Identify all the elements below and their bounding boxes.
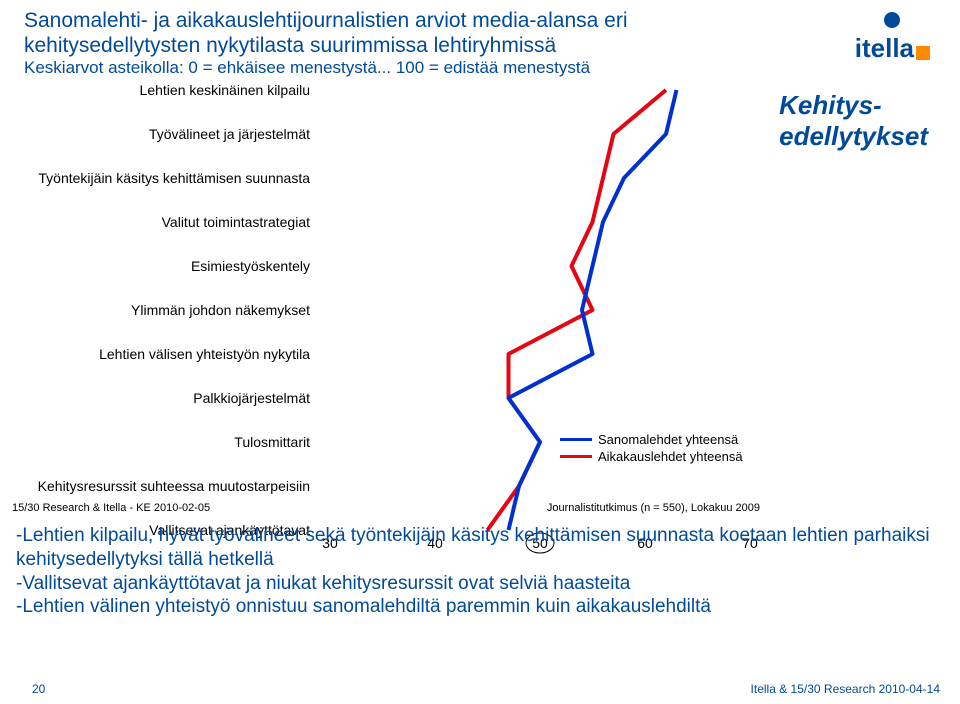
title-line1: Sanomalehti- ja aikakauslehtijournalisti… — [24, 8, 760, 33]
category-label: Ylimmän johdon näkemykset — [0, 302, 310, 318]
legend-swatch — [560, 438, 592, 441]
legend-label: Aikakauslehdet yhteensä — [598, 449, 743, 464]
side-label-line1: Kehitys- — [779, 90, 928, 121]
side-label: Kehitys- edellytykset — [779, 90, 928, 152]
conclusion-line: -Lehtien kilpailu, hyvät työvälineet sek… — [16, 524, 940, 572]
brand-logo: itella — [855, 12, 930, 64]
legend-label: Sanomalehdet yhteensä — [598, 432, 738, 447]
category-label: Esimiestyöskentely — [0, 258, 310, 274]
logo-dot-icon — [884, 12, 900, 28]
title-line2: kehitysedellytysten nykytilasta suurimmi… — [24, 33, 760, 58]
side-label-line2: edellytykset — [779, 121, 928, 152]
legend-item: Aikakauslehdet yhteensä — [560, 449, 743, 464]
header: Sanomalehti- ja aikakauslehtijournalisti… — [0, 0, 960, 78]
footer-right: Itella & 15/30 Research 2010-04-14 — [751, 682, 940, 696]
category-label: Työntekijäin käsitys kehittämisen suunna… — [0, 170, 310, 186]
category-label: Valitut toimintastrategiat — [0, 214, 310, 230]
attribution-right: Journalistitutkimus (n = 550), Lokakuu 2… — [547, 502, 760, 514]
conclusion-line: -Lehtien välinen yhteistyö onnistuu sano… — [16, 595, 940, 619]
footer-left: 20 — [32, 682, 45, 696]
category-label: Lehtien välisen yhteistyön nykytila — [0, 346, 310, 362]
category-label: Kehitysresurssit suhteessa muutostarpeis… — [0, 478, 310, 494]
legend: Sanomalehdet yhteensä Aikakauslehdet yht… — [560, 430, 743, 466]
conclusion-line: -Vallitsevat ajankäyttötavat ja niukat k… — [16, 572, 940, 596]
conclusions-block: -Lehtien kilpailu, hyvät työvälineet sek… — [16, 524, 940, 619]
logo-text: itella — [855, 33, 914, 63]
category-label: Tulosmittarit — [0, 434, 310, 450]
category-label: Palkkiojärjestelmät — [0, 390, 310, 406]
legend-swatch — [560, 455, 592, 458]
logo-box-icon — [916, 46, 930, 60]
attribution-left: 15/30 Research & Itella - KE 2010-02-05 — [12, 502, 210, 514]
category-label: Työvälineet ja järjestelmät — [0, 126, 310, 142]
category-label: Lehtien keskinäinen kilpailu — [0, 82, 310, 98]
legend-item: Sanomalehdet yhteensä — [560, 432, 743, 447]
